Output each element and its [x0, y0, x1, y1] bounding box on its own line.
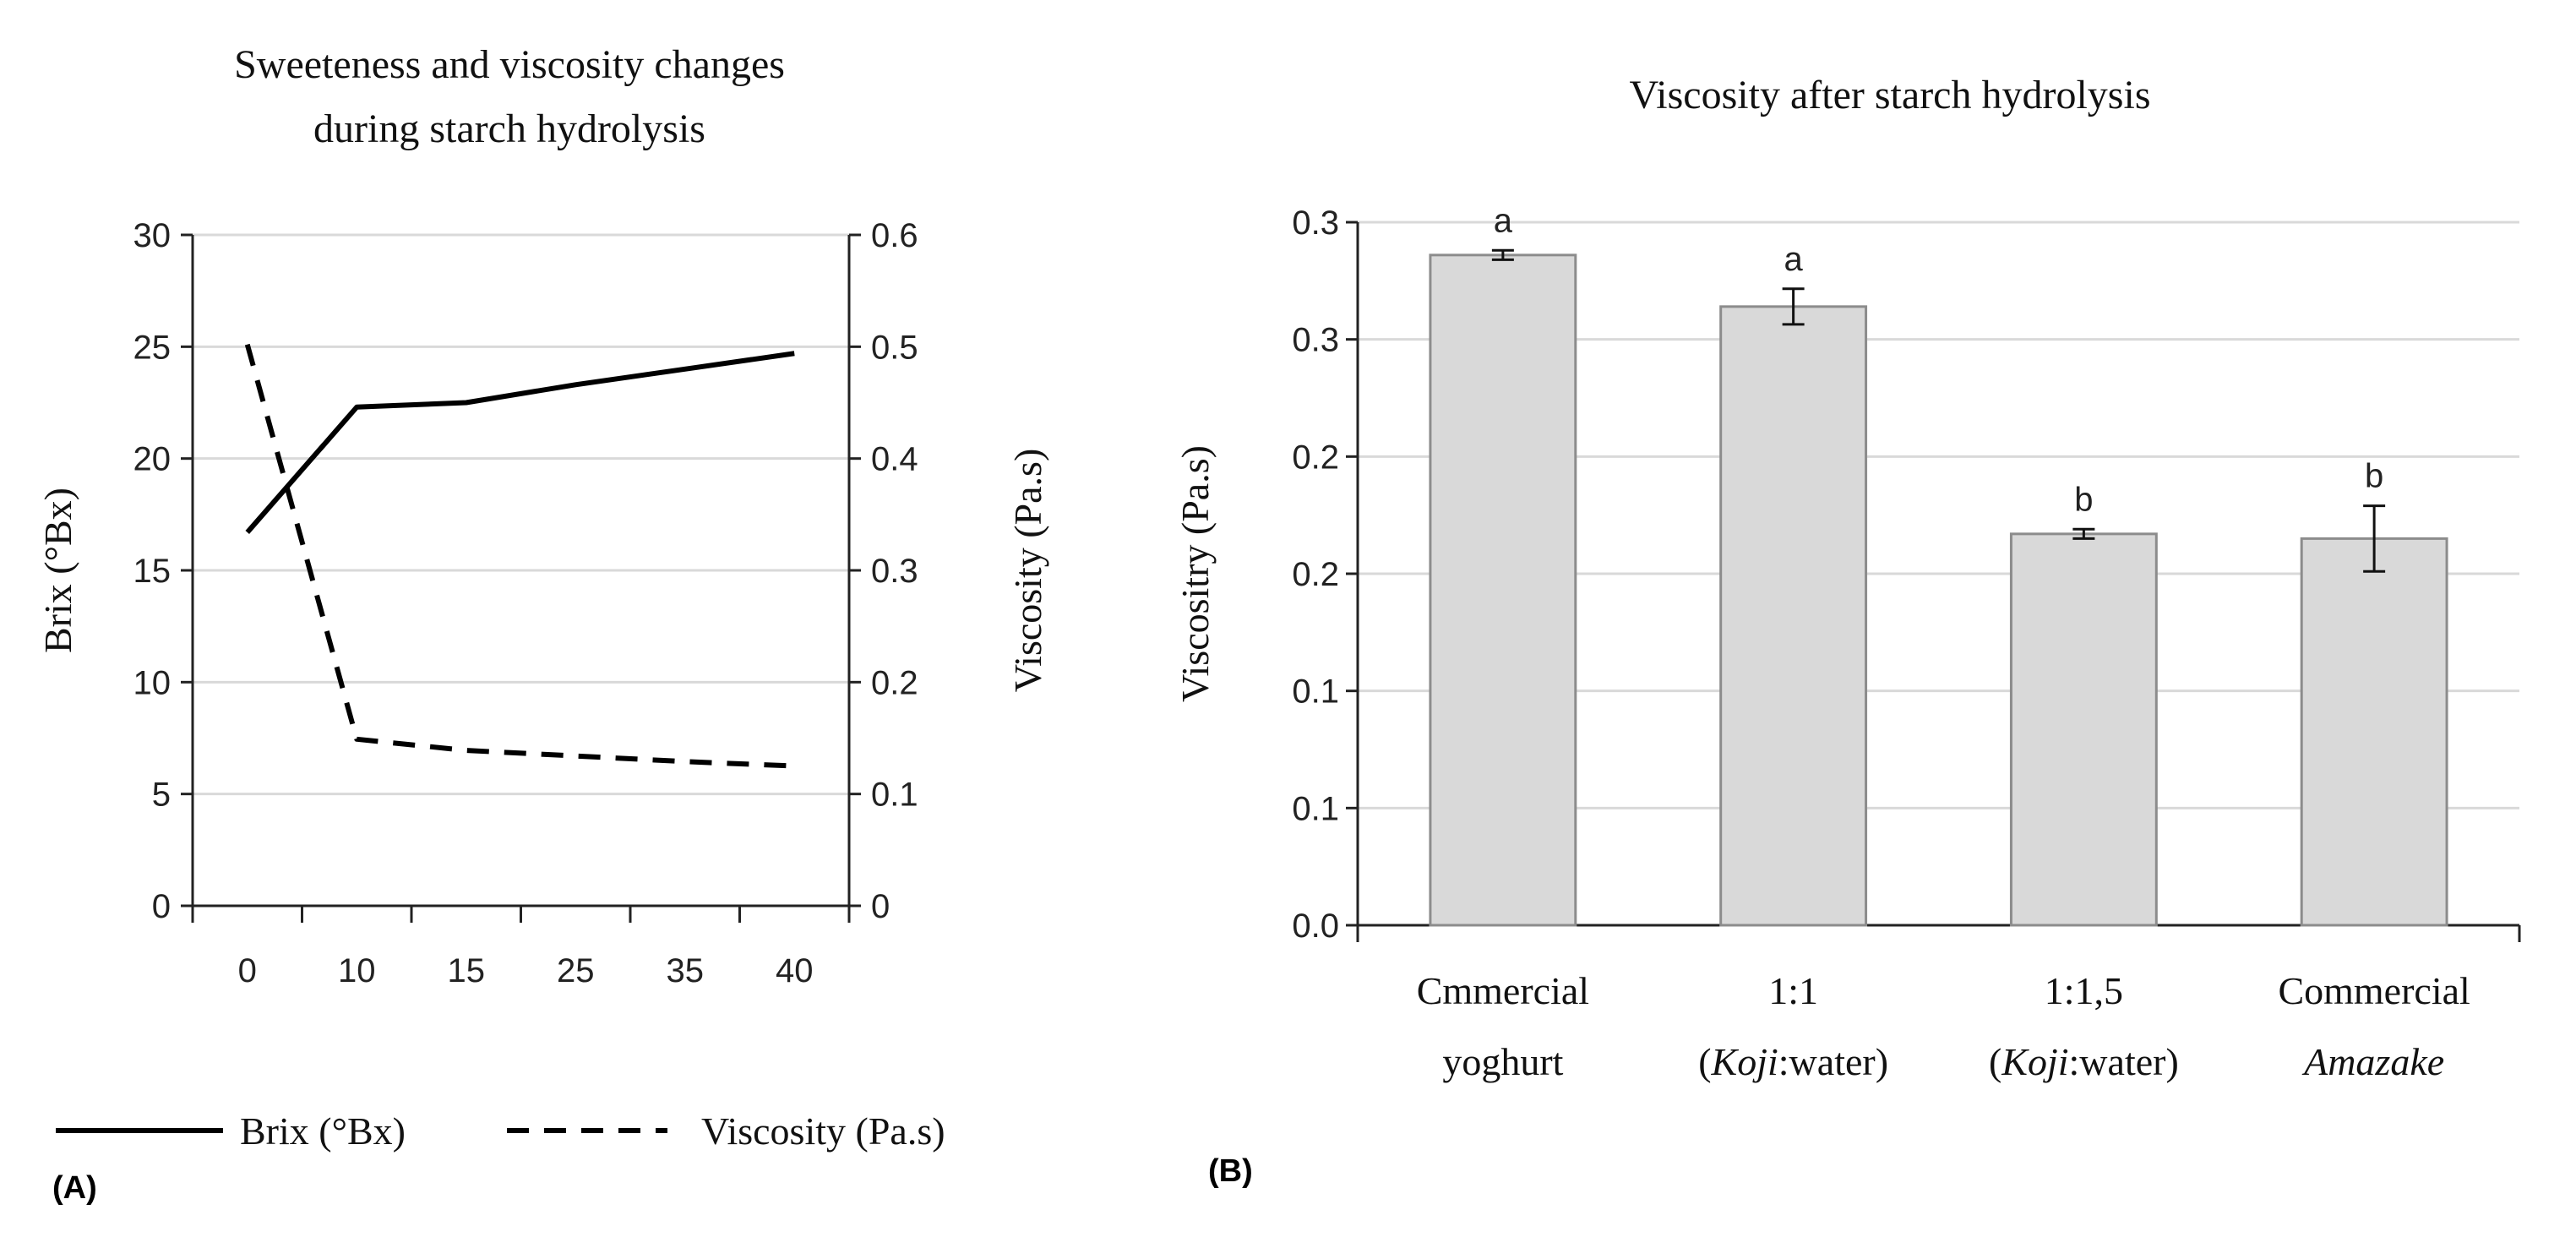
- x-tick-label-1-line-0: 1:1: [1768, 969, 1818, 1012]
- y-tick-label: 0.0: [1292, 907, 1339, 945]
- x-tick-label-segment: Koji: [1711, 1040, 1778, 1083]
- y-axis-label: Viscositry (Pa.s): [1174, 445, 1217, 702]
- panel-label-b: (B): [1208, 1153, 1253, 1189]
- y-tick-label: 0.2: [1292, 556, 1339, 593]
- x-tick-label: 25: [557, 952, 595, 989]
- series-line-0: [245, 351, 795, 534]
- y-right-tick-label: 0.5: [871, 329, 918, 366]
- x-tick-label-segment: Cmmercial: [1417, 969, 1589, 1012]
- x-tick-label-segment: yoghurt: [1442, 1040, 1563, 1083]
- x-tick-label-0-line-0: Cmmercial: [1417, 969, 1589, 1012]
- significance-letter-1: a: [1784, 241, 1804, 278]
- x-tick-label: 35: [667, 952, 705, 989]
- y-tick-label: 0.2: [1292, 439, 1339, 476]
- x-tick-label-2-line-1: (Koji:water): [1989, 1040, 2179, 1083]
- x-tick-label: 0: [238, 952, 257, 989]
- x-tick-label-3-line-0: Commercial: [2278, 969, 2470, 1012]
- y-tick-label: 0.3: [1292, 204, 1339, 242]
- y-right-tick-label: 0: [871, 888, 890, 925]
- y-right-tick-label: 0.6: [871, 217, 918, 254]
- x-tick-label: 40: [776, 952, 814, 989]
- significance-letter-0: a: [1494, 202, 1513, 239]
- x-tick-label-segment: :water): [1778, 1040, 1888, 1083]
- y-left-tick-label: 30: [133, 217, 172, 254]
- legend-label-brix: Brix (°Bx): [240, 1109, 406, 1153]
- y-right-tick-label: 0.3: [871, 553, 918, 590]
- chart-title-line: Sweeteness and viscosity changes: [234, 42, 785, 87]
- x-tick-label-segment: Commercial: [2278, 969, 2470, 1012]
- series-line-1: [244, 343, 795, 769]
- bar-0: [1429, 253, 1577, 927]
- panel-label-a: (A): [52, 1170, 97, 1206]
- significance-letter-2: b: [2074, 481, 2093, 518]
- chart-title: Viscosity after starch hydrolysis: [1630, 73, 2151, 117]
- y-tick-label: 0.3: [1292, 322, 1339, 359]
- y-left-tick-label: 20: [133, 441, 172, 478]
- x-tick-label-segment: (: [1698, 1040, 1711, 1083]
- legend-label-viscosity: Viscosity (Pa.s): [701, 1109, 945, 1153]
- chart-title-line: during starch hydrolysis: [313, 106, 705, 151]
- x-tick-label-1-line-1: (Koji:water): [1698, 1040, 1888, 1083]
- y-tick-label: 0.1: [1292, 790, 1339, 827]
- x-tick-label: 10: [338, 952, 376, 989]
- bar-1: [1719, 305, 1868, 927]
- y-left-axis-label: Brix (°Bx): [36, 488, 79, 653]
- x-tick-label: 15: [448, 952, 486, 989]
- y-right-tick-label: 0.2: [871, 664, 918, 701]
- x-tick-label-segment: 1:1,5: [2045, 969, 2123, 1012]
- x-tick-label-segment: 1:1: [1768, 969, 1818, 1012]
- y-tick-label: 0.1: [1292, 673, 1339, 711]
- bar-2: [2009, 532, 2158, 927]
- y-left-tick-label: 10: [133, 664, 172, 701]
- bar-3: [2300, 537, 2448, 927]
- x-tick-label-0-line-1: yoghurt: [1442, 1040, 1563, 1083]
- x-tick-label-segment: Koji: [2001, 1040, 2068, 1083]
- x-tick-label-segment: Amazake: [2301, 1040, 2444, 1083]
- y-left-tick-label: 15: [133, 553, 172, 590]
- y-left-tick-label: 25: [133, 329, 172, 366]
- x-tick-label-segment: (: [1989, 1040, 2001, 1083]
- y-left-tick-label: 5: [152, 777, 171, 814]
- x-tick-label-3-line-1: Amazake: [2301, 1040, 2444, 1083]
- significance-letter-3: b: [2365, 458, 2383, 495]
- y-right-tick-label: 0.1: [871, 777, 918, 814]
- y-right-axis-label: Viscosity (Pa.s): [1006, 449, 1049, 693]
- x-tick-label-2-line-0: 1:1,5: [2045, 969, 2123, 1012]
- y-left-tick-label: 0: [152, 888, 171, 925]
- y-right-tick-label: 0.4: [871, 441, 918, 478]
- x-tick-label-segment: :water): [2069, 1040, 2179, 1083]
